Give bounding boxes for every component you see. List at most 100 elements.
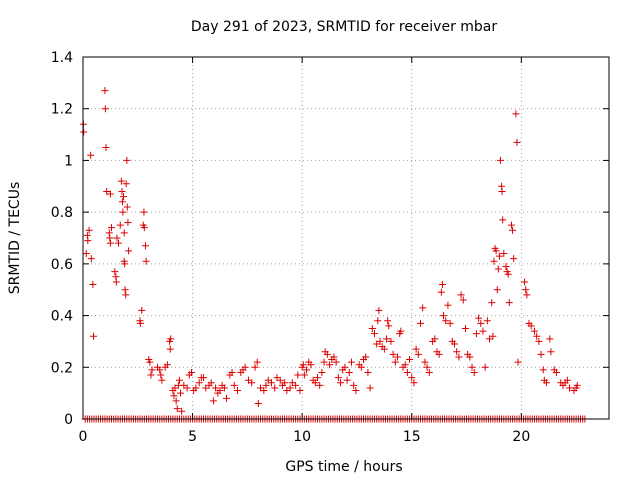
data-point (438, 281, 446, 289)
data-point (470, 368, 478, 376)
data-point (281, 379, 289, 387)
data-point (442, 317, 450, 325)
data-point (539, 366, 547, 374)
data-point (303, 366, 311, 374)
data-point (299, 361, 307, 369)
data-point (115, 239, 123, 247)
data-point (147, 371, 155, 379)
data-point (148, 366, 156, 374)
data-point (314, 374, 322, 382)
data-point (125, 247, 133, 255)
data-point (376, 337, 384, 345)
data-point (121, 260, 129, 268)
data-point (101, 105, 109, 113)
data-point (119, 208, 127, 216)
data-point (341, 363, 349, 371)
data-point (479, 327, 487, 335)
data-point (468, 363, 476, 371)
data-point (337, 379, 345, 387)
data-point (362, 353, 370, 361)
data-point (200, 374, 208, 382)
data-point (563, 376, 571, 384)
data-point (366, 384, 374, 392)
data-point (483, 317, 491, 325)
data-point (106, 190, 114, 198)
y-tick-label: 0.8 (51, 205, 73, 221)
data-point (535, 337, 543, 345)
data-point (490, 257, 498, 265)
y-tick-label: 0.6 (51, 257, 73, 273)
data-point (440, 312, 448, 320)
data-point (330, 353, 338, 361)
data-point (209, 397, 217, 405)
data-point (223, 394, 231, 402)
y-tick-label: 1.2 (51, 102, 73, 118)
data-point (248, 379, 256, 387)
data-point (343, 376, 351, 384)
data-point (84, 237, 92, 245)
data-point (121, 286, 129, 294)
data-point (446, 319, 454, 327)
data-point (89, 281, 97, 289)
x-tick-label: 20 (512, 429, 530, 445)
data-point (357, 363, 365, 371)
data-point (118, 187, 126, 195)
data-point (307, 361, 315, 369)
data-point (87, 255, 95, 263)
x-axis-title: GPS time / hours (285, 459, 402, 475)
data-point (140, 208, 148, 216)
data-point (512, 110, 520, 118)
data-point (513, 138, 521, 146)
data-point (497, 156, 505, 164)
data-point (410, 379, 418, 387)
data-point (547, 348, 555, 356)
data-point (106, 239, 114, 247)
data-point (414, 350, 422, 358)
data-point (166, 345, 174, 353)
data-point (113, 234, 121, 242)
data-point (522, 286, 530, 294)
data-point (552, 368, 560, 376)
data-point (178, 407, 186, 415)
data-point (332, 358, 340, 366)
ticks-layer: 0 0.2 0.4 0.6 0.8 1 1.2 1.4 0 5 10 15 20 (51, 50, 609, 445)
data-point (375, 306, 383, 314)
data-point (431, 335, 439, 343)
data-point (389, 350, 397, 358)
data-point (488, 299, 496, 307)
data-point (453, 348, 461, 356)
data-point (417, 319, 425, 327)
data-point (523, 291, 531, 299)
data-point (384, 317, 392, 325)
data-point (334, 374, 342, 382)
data-point (173, 405, 181, 413)
data-point (461, 325, 469, 332)
data-point (521, 278, 529, 286)
data-point (537, 350, 545, 358)
data-point (385, 322, 393, 330)
x-tick-label: 15 (403, 429, 421, 445)
data-point (118, 198, 126, 206)
data-point (504, 270, 512, 278)
data-point (406, 356, 414, 364)
data-point (450, 340, 458, 348)
data-point (140, 224, 148, 232)
data-point (254, 399, 262, 407)
data-point (220, 384, 228, 392)
data-point (509, 226, 517, 234)
data-point (207, 379, 215, 387)
data-point (364, 368, 372, 376)
data-point (294, 371, 302, 379)
data-point (494, 265, 502, 273)
y-tick-label: 1.4 (51, 50, 73, 66)
data-point (457, 291, 465, 299)
data-point (117, 177, 125, 185)
data-point (123, 156, 131, 164)
data-point (141, 242, 149, 250)
data-point (183, 384, 191, 392)
data-point (500, 250, 508, 258)
data-point (419, 304, 427, 312)
data-point (138, 306, 146, 314)
data-point (320, 358, 328, 366)
data-point (163, 361, 171, 369)
